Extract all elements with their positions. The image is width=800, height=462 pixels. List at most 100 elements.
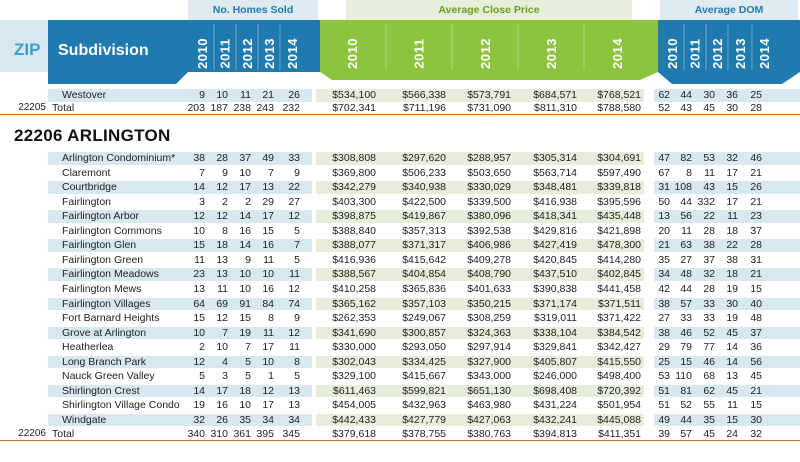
homes-sold-cell: 12	[288, 326, 300, 339]
avg-dom-cell: 11	[681, 224, 692, 237]
avg-dom-cell: 17	[726, 195, 738, 208]
zip-cell	[0, 196, 46, 209]
subdivision-cell: Fairlington Glen	[62, 239, 137, 252]
homes-sold-cell: 74	[288, 297, 300, 310]
avg-close-price-cell: $365,162	[332, 297, 376, 310]
avg-dom-cell: 48	[750, 312, 762, 325]
subdivision-cell: Arlington Condominium*	[62, 152, 176, 164]
homes-sold-cell: 12	[216, 181, 228, 194]
avg-dom-cell: 45	[703, 102, 715, 114]
avg-close-price-cell: $327,900	[467, 355, 511, 368]
avg-close-price-cell: $506,233	[402, 166, 446, 179]
avg-dom-cell: 29	[658, 341, 670, 354]
subdivision-cell: Shirlington Village Condo	[62, 399, 180, 412]
total-row: 22206 Total 340 310 361 395 345 $379,618 $378,75…	[0, 428, 800, 441]
homes-sold-cell: 17	[262, 399, 274, 412]
avg-dom-cell: 67	[658, 166, 670, 179]
table-row: Fairlington Meadows 23 13 10 10 11 $388,567 $40…	[0, 268, 800, 281]
homes-sold-cell: 34	[262, 413, 274, 426]
avg-close-price-cell: $339,500	[467, 195, 511, 208]
homes-sold-cell: 14	[193, 181, 205, 194]
avg-dom-cell: 21	[658, 239, 670, 252]
homes-sold-cell: 21	[262, 89, 274, 101]
avg-close-price-cell: $408,790	[467, 268, 511, 281]
row-background	[48, 355, 312, 369]
homes-sold-cell: 15	[262, 224, 274, 237]
avg-dom-cell: 21	[750, 268, 762, 281]
homes-sold-cell: 15	[239, 312, 251, 325]
avg-dom-cell: 44	[680, 195, 692, 208]
avg-close-price-cell: $566,338	[402, 89, 446, 101]
homes-sold-cell: 16	[239, 224, 251, 237]
row-background	[654, 384, 800, 398]
avg-dom-cell: 35	[703, 413, 715, 426]
avg-dom-cell: 22	[703, 210, 715, 223]
avg-dom-cell: 11	[704, 166, 715, 179]
subdivision-cell: Total	[52, 428, 75, 441]
avg-dom-cell: 49	[658, 413, 670, 426]
homes-sold-cell: 4	[222, 355, 228, 368]
avg-close-price-cell: $698,408	[533, 384, 577, 397]
homes-sold-cell: 11	[289, 268, 300, 281]
zip-cell	[0, 341, 46, 354]
avg-dom-cell: 55	[703, 399, 715, 412]
avg-dom-cell: 20	[658, 224, 670, 237]
avg-dom-cell: 17	[726, 166, 738, 179]
avg-dom-cell: 53	[658, 370, 670, 383]
row-background	[316, 384, 644, 398]
subdivision-cell: Fort Barnard Heights	[62, 312, 160, 325]
avg-close-price-cell: $390,838	[533, 282, 577, 295]
homes-sold-cell: 310	[210, 428, 228, 441]
avg-dom-group-label: Average DOM	[660, 0, 798, 20]
table-row: Fairlington Green 11 13 9 11 5 $416,936 $415,64…	[0, 254, 800, 267]
avg-dom-cell: 30	[726, 297, 738, 310]
subdivision-cell: Long Branch Park	[62, 355, 147, 368]
avg-dom-cell: 25	[750, 89, 762, 101]
row-background	[654, 355, 800, 369]
homes-sold-cell: 32	[193, 413, 205, 426]
zip-cell	[0, 210, 46, 223]
avg-dom-cell: 110	[675, 370, 692, 383]
avg-close-price-cell: $731,090	[467, 102, 511, 114]
zip-cell	[0, 312, 46, 325]
homes-sold-cell: 8	[294, 355, 300, 368]
avg-dom-cell: 53	[703, 152, 715, 164]
homes-year-label: 2013	[261, 37, 277, 69]
avg-close-price-cell: $442,433	[332, 413, 376, 426]
avg-dom-cell: 21	[750, 195, 762, 208]
table-row: Arlington Condominium* 38 28 37 49 33 $308,808…	[0, 152, 800, 165]
avg-close-price-cell: $419,867	[402, 210, 446, 223]
homes-sold-group-label: No. Homes Sold	[188, 0, 318, 20]
zip-cell	[0, 167, 46, 180]
avg-close-price-cell: $427,779	[402, 413, 446, 426]
homes-sold-cell: 27	[288, 195, 300, 208]
avg-close-price-cell: $573,791	[467, 89, 511, 101]
price-year-label: 2010	[344, 37, 360, 69]
avg-dom-cell: 26	[750, 181, 762, 194]
homes-sold-cell: 19	[239, 326, 251, 339]
subdivision-cell: Grove at Arlington	[62, 326, 147, 339]
homes-sold-cell: 11	[263, 326, 274, 339]
zip-cell	[0, 370, 46, 383]
avg-close-price-cell: $343,000	[467, 370, 511, 383]
homes-sold-cell: 9	[245, 253, 251, 266]
avg-close-price-cell: $416,938	[533, 195, 577, 208]
homes-sold-cell: 13	[193, 282, 205, 295]
avg-close-price-cell: $702,341	[332, 102, 376, 114]
dom-year-header: 2014	[752, 28, 776, 78]
homes-sold-cell: 10	[239, 166, 251, 179]
homes-sold-cell: 395	[256, 428, 274, 441]
zip-cell	[0, 385, 46, 398]
homes-sold-cell: 10	[193, 224, 205, 237]
zip-cell	[0, 181, 46, 194]
avg-close-price-cell: $384,542	[597, 326, 641, 339]
avg-close-price-cell: $302,043	[332, 355, 376, 368]
avg-close-price-cell: $432,241	[533, 413, 577, 426]
homes-sold-cell: 11	[240, 89, 251, 101]
homes-sold-cell: 7	[222, 326, 228, 339]
homes-sold-cell: 10	[216, 89, 228, 101]
avg-close-price-cell: $357,103	[402, 297, 446, 310]
row-background	[316, 297, 644, 310]
avg-dom-cell: 31	[750, 253, 762, 266]
row-background	[48, 268, 312, 281]
